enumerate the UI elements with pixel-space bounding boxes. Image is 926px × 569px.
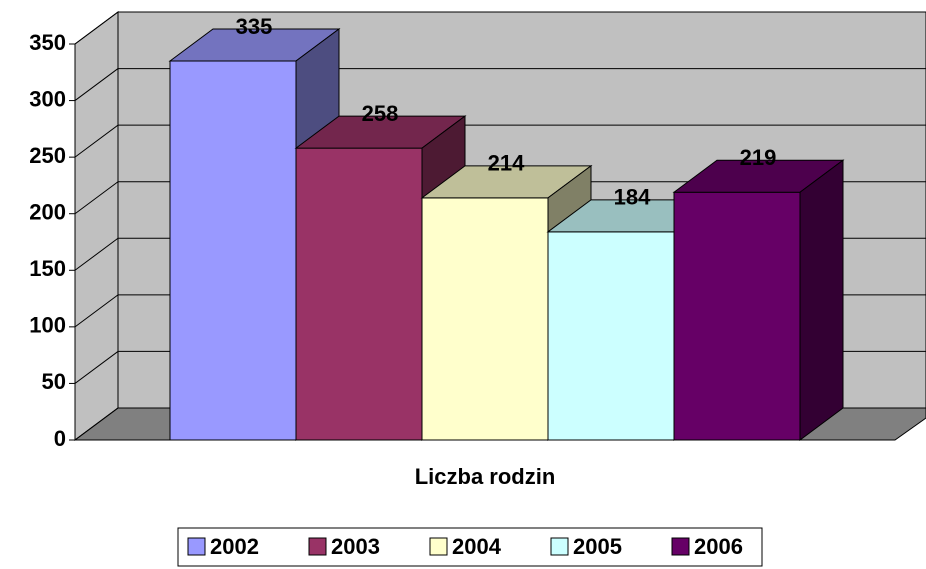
bar-side	[799, 159, 844, 441]
legend-items: 2002 2003 2004 2005 2006	[187, 534, 743, 559]
y-tick-label: 0	[54, 426, 66, 451]
bar-front	[169, 60, 297, 441]
bar-front	[421, 197, 549, 441]
x-tick-label: Liczba rodzin	[415, 464, 556, 489]
legend-swatch	[429, 537, 448, 556]
bars	[168, 27, 845, 441]
data-label: 258	[362, 101, 399, 126]
y-tick-label: 150	[29, 256, 66, 281]
y-tick-label: 250	[29, 143, 66, 168]
data-label: 335	[236, 14, 273, 39]
legend-swatch	[187, 537, 206, 556]
bar-front	[295, 147, 423, 441]
y-tick-label: 200	[29, 200, 66, 225]
grid-line	[74, 351, 119, 384]
legend	[177, 527, 763, 567]
grid-line	[74, 11, 119, 45]
grid-line	[74, 124, 119, 158]
legend-label: 2003	[331, 534, 380, 559]
legend-swatch	[671, 537, 690, 556]
grid-line	[74, 237, 119, 271]
legend-label: 2002	[210, 534, 259, 559]
y-tick-label: 100	[29, 313, 66, 338]
legend-label: 2004	[452, 534, 502, 559]
legend-swatch	[308, 537, 327, 556]
y-tick-label: 300	[29, 86, 66, 111]
data-label: 214	[488, 151, 525, 176]
y-tick-label: 350	[29, 30, 66, 55]
bar-front	[547, 231, 675, 441]
grid-line	[74, 407, 119, 441]
bar-front	[673, 191, 801, 441]
grid-line	[74, 294, 119, 328]
data-label: 219	[740, 145, 777, 170]
data-label: 184	[614, 185, 651, 210]
grid-line	[74, 181, 119, 215]
grid-line	[74, 68, 119, 101]
legend-label: 2005	[573, 534, 622, 559]
legend-swatch	[550, 537, 569, 556]
legend-label: 2006	[694, 534, 743, 559]
y-tick-label: 50	[42, 369, 66, 394]
side-wall	[74, 11, 119, 441]
